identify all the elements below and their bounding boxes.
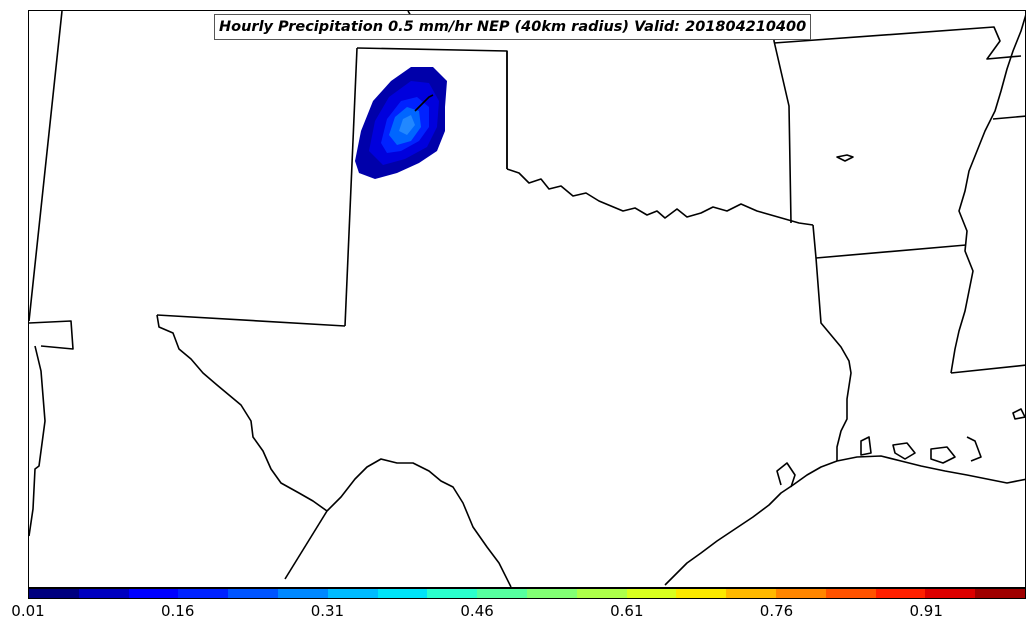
border-az-nm	[29, 11, 63, 322]
coast-detail-4	[966, 436, 982, 462]
colorbar-segment	[726, 589, 776, 598]
colorbar-tick-label: 0.46	[460, 602, 494, 620]
border-nm-co	[29, 320, 74, 350]
colorbar-ticks: 0.01 0.16 0.31 0.46 0.61 0.76 0.91	[0, 599, 1036, 629]
border-tn-ms	[992, 115, 1025, 120]
tx-west-notch	[156, 314, 328, 512]
colorbar-segment	[576, 589, 627, 598]
nm-mx-border	[29, 345, 46, 537]
border-nm-tx-west	[344, 47, 358, 327]
mississippi-river	[950, 14, 1025, 374]
colorbar-segment	[526, 589, 577, 598]
colorbar-segment	[327, 589, 378, 598]
border-ar-la	[950, 364, 1025, 374]
colorbar-segment	[78, 589, 129, 598]
gulf-coast	[664, 460, 838, 586]
colorbar	[28, 588, 1026, 599]
red-river	[506, 168, 814, 226]
coast-detail-1	[860, 436, 872, 456]
gulf-coast-east	[836, 455, 1025, 484]
colorbar-segment	[875, 589, 926, 598]
colorbar-tick-label: 0.01	[11, 602, 45, 620]
map-canvas	[29, 11, 1025, 587]
colorbar-segment	[178, 589, 229, 598]
border-ia-mo	[773, 26, 1022, 60]
map-frame	[28, 10, 1026, 588]
colorbar-segment	[676, 589, 727, 598]
colorbar-segment	[29, 589, 79, 598]
border-nm-tx-south	[156, 314, 346, 327]
border-mo-ks	[773, 16, 792, 224]
coast-detail-2	[892, 442, 916, 460]
colorbar-segment	[775, 589, 826, 598]
colorbar-tick-label: 0.61	[610, 602, 644, 620]
border-ar-mo	[815, 244, 967, 259]
colorbar-segment	[427, 589, 478, 598]
colorbar-segment	[128, 589, 179, 598]
lake-pontchartrain	[1012, 408, 1025, 420]
colorbar-segment	[228, 589, 278, 598]
colorbar-segment	[477, 589, 527, 598]
colorbar-segment	[825, 589, 876, 598]
precip-detail-line	[414, 94, 434, 112]
lake-ok	[836, 154, 854, 162]
colorbar-tick-label: 0.16	[160, 602, 195, 620]
colorbar-segment	[626, 589, 677, 598]
mx-border-west	[284, 510, 328, 580]
rio-grande	[326, 458, 512, 587]
colorbar-tick-label: 0.91	[909, 602, 943, 620]
colorbar-segment	[377, 589, 428, 598]
sabine-river	[812, 224, 852, 461]
precip-level-5	[399, 115, 415, 135]
map-title: Hourly Precipitation 0.5 mm/hr NEP (40km…	[214, 14, 812, 40]
galveston-bay	[776, 462, 796, 488]
colorbar-segment	[277, 589, 328, 598]
colorbar-segment	[975, 589, 1025, 598]
precip-blob	[355, 67, 447, 179]
colorbar-tick-label: 0.31	[310, 602, 345, 620]
colorbar-segment	[925, 589, 976, 598]
colorbar-tick-label: 0.76	[759, 602, 794, 620]
coast-detail-3	[930, 446, 956, 464]
